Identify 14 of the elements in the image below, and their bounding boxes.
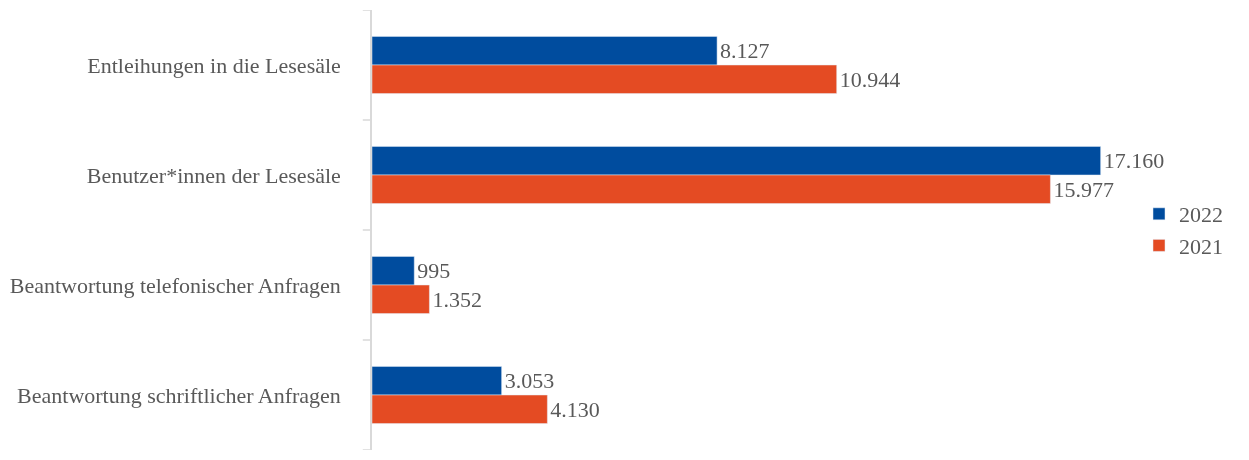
data-label: 995: [417, 258, 451, 284]
data-label: 15.977: [1053, 176, 1114, 202]
data-label: 1.352: [432, 286, 482, 312]
legend-label: 2022: [1179, 202, 1223, 228]
y-tick-label: Beantwortung telefonischer Anfragen: [9, 272, 341, 298]
y-tick-label: Entleihungen in die Lesesäle: [87, 52, 341, 78]
data-label: 17.160: [1103, 148, 1165, 174]
data-label: 4.130: [550, 396, 600, 422]
y-tick-label: Benutzer*innen der Lesesäle: [86, 162, 341, 188]
data-label: 8.127: [720, 38, 770, 64]
data-label: 3.053: [504, 368, 555, 394]
y-tick-label: Beantwortung schriftlicher Anfragen: [17, 382, 341, 408]
legend-label: 2021: [1179, 233, 1223, 259]
data-label: 10.944: [839, 66, 901, 92]
